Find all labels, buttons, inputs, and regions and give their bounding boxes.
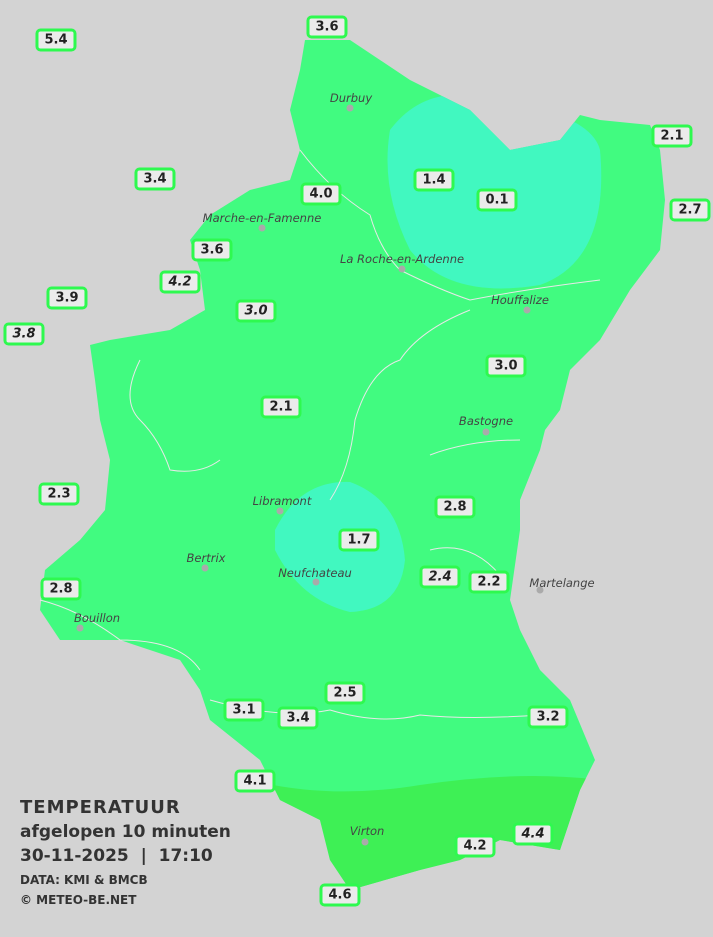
city-dot [398,265,406,273]
station-label: 2.8 [40,577,82,601]
city-label: Marche-en-Famenne [202,211,322,225]
station-label: 4.4 [512,822,554,846]
city-label: Houffalize [491,293,549,307]
city-dot [312,578,320,586]
station-label: 4.0 [300,182,342,206]
station-label: 3.6 [306,15,348,39]
city-label: La Roche-en-Ardenne [339,252,465,266]
station-label: 2.7 [669,198,711,222]
station-label: 4.2 [454,834,496,858]
city-dot [346,104,354,112]
station-label: 2.1 [651,124,693,148]
city-label: Bastogne [458,414,514,428]
station-label: 0.1 [476,188,518,212]
city-dot [258,224,266,232]
station-label: 4.6 [319,883,361,907]
city-dot [276,507,284,515]
city-label: Bouillon [73,611,121,625]
city-dot [482,428,490,436]
station-label: 3.1 [223,698,265,722]
station-label: 2.2 [468,570,510,594]
zone-4-6 [250,776,600,890]
station-label: 3.8 [3,322,45,346]
station-label: 1.7 [338,528,380,552]
legend-copyright: © METEO-BE.NET [20,893,137,907]
city-dot [201,564,209,572]
station-label: 2.4 [419,565,461,589]
city-label: Virton [349,824,385,838]
city-dot [361,838,369,846]
station-label: 3.2 [527,705,569,729]
city-dot [523,306,531,314]
station-label: 3.0 [485,354,527,378]
station-label: 4.2 [159,270,201,294]
station-label: 5.4 [35,28,77,52]
station-label: 3.6 [191,238,233,262]
city-label: Libramont [252,494,312,508]
station-label: 2.1 [260,395,302,419]
legend: TEMPERATUUR afgelopen 10 minuten 30-11-2… [20,796,231,908]
station-label: 3.9 [46,286,88,310]
legend-datetime: 30-11-2025 | 17:10 [20,846,213,866]
legend-title: TEMPERATUUR [20,797,181,818]
city-label: Martelange [529,576,595,590]
legend-source: DATA: KMI & BMCB [20,873,148,887]
station-label: 3.4 [277,706,319,730]
station-label: 2.3 [38,482,80,506]
station-label: 3.4 [134,167,176,191]
station-label: 3.0 [235,299,277,323]
station-label: 1.4 [413,168,455,192]
city-label: Durbuy [329,91,373,105]
city-dot [76,624,84,632]
station-label: 2.8 [434,495,476,519]
legend-period: afgelopen 10 minuten [20,822,231,842]
city-label: Neufchateau [278,566,352,580]
station-label: 4.1 [234,769,276,793]
city-label: Bertrix [186,551,226,565]
station-label: 2.5 [324,681,366,705]
city-dot [536,586,544,594]
